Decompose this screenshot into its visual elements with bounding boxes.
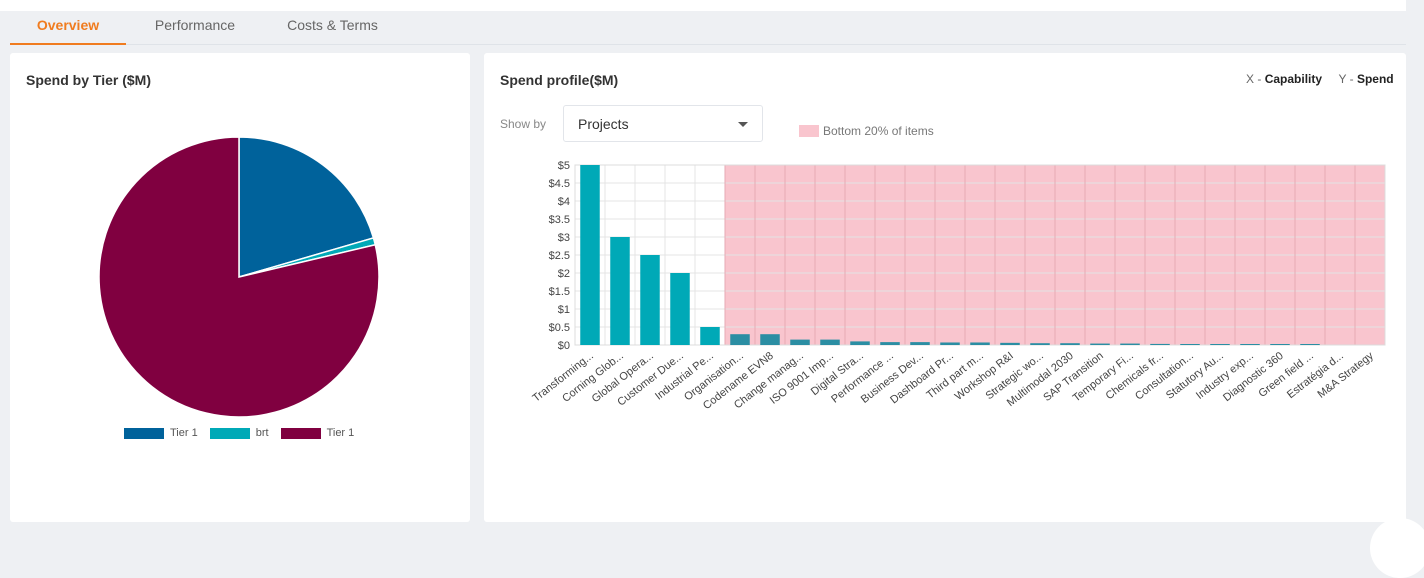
y-tick-label: $0.5 xyxy=(549,322,570,334)
pie-legend: Tier 1 brt Tier 1 xyxy=(124,427,366,439)
bottom-legend-swatch xyxy=(799,125,819,137)
chevron-down-icon xyxy=(738,122,748,127)
axis-hint: X - Capability Y - Spend xyxy=(1246,72,1394,86)
legend-swatch-tier-1 xyxy=(124,427,164,439)
y-tick-label: $4.5 xyxy=(549,178,570,190)
bar-12[interactable] xyxy=(940,342,960,345)
bar-17[interactable] xyxy=(1090,343,1110,345)
y-prefix: Y xyxy=(1338,72,1347,86)
show-by-select[interactable]: Projects xyxy=(563,105,763,142)
bar-20[interactable] xyxy=(1180,344,1200,345)
legend-swatch-tier-1b xyxy=(280,427,321,439)
bar-14[interactable] xyxy=(1000,342,1020,345)
bar-13[interactable] xyxy=(970,342,990,345)
y-tick-label: $3.5 xyxy=(549,214,570,226)
bar-15[interactable] xyxy=(1030,343,1050,345)
bar-16[interactable] xyxy=(1060,343,1080,345)
y-tick-label: $5 xyxy=(558,160,570,172)
tab-bar: Overview Performance Costs & Terms xyxy=(10,12,1406,45)
bar-5[interactable] xyxy=(730,334,750,345)
legend-label-tier-1[interactable]: Tier 1 xyxy=(170,427,198,439)
bar-11[interactable] xyxy=(910,342,930,345)
y-tick-label: $3 xyxy=(558,232,570,244)
spend-by-tier-card: Spend by Tier ($M) Tier 1 brt Tier 1 xyxy=(10,53,470,522)
bar-8[interactable] xyxy=(820,339,840,345)
bar-2[interactable] xyxy=(640,255,660,345)
bar-7[interactable] xyxy=(790,339,810,345)
bar-4[interactable] xyxy=(700,327,720,345)
bar-22[interactable] xyxy=(1240,344,1260,345)
bar-6[interactable] xyxy=(760,334,780,345)
bar-24[interactable] xyxy=(1300,344,1320,345)
floating-button[interactable] xyxy=(1370,518,1424,578)
y-tick-label: $4 xyxy=(558,196,570,208)
x-sep: - xyxy=(1254,72,1265,86)
bar-0[interactable] xyxy=(580,165,600,345)
spend-profile-title: Spend profile($M) xyxy=(500,72,619,88)
pie-slice-0[interactable] xyxy=(238,136,375,278)
bar-1[interactable] xyxy=(610,237,630,345)
legend-swatch-brt xyxy=(209,427,250,439)
bar-23[interactable] xyxy=(1270,344,1290,345)
y-tick-label: $1.5 xyxy=(549,286,570,298)
top-bar xyxy=(0,0,1406,11)
bar-9[interactable] xyxy=(850,341,870,345)
tab-costs-terms[interactable]: Costs & Terms xyxy=(287,17,378,33)
x-axis-hint-label: Capability xyxy=(1264,72,1323,86)
y-axis-hint-label: Spend xyxy=(1356,72,1394,86)
x-prefix: X xyxy=(1246,72,1255,86)
legend-label-tier-1b[interactable]: Tier 1 xyxy=(326,427,355,439)
y-tick-label: $0 xyxy=(558,340,570,352)
y-tick-label: $2.5 xyxy=(549,250,570,262)
bar-10[interactable] xyxy=(880,342,900,345)
tab-performance[interactable]: Performance xyxy=(154,17,236,33)
bar-18[interactable] xyxy=(1120,343,1140,345)
y-tick-label: $1 xyxy=(558,304,570,316)
bar-21[interactable] xyxy=(1210,344,1230,345)
spend-by-tier-title: Spend by Tier ($M) xyxy=(26,72,151,88)
spend-profile-card: Spend profile($M) X - Capability Y - Spe… xyxy=(484,53,1406,522)
bottom-legend-label: Bottom 20% of items xyxy=(823,124,934,138)
legend-label-brt[interactable]: brt xyxy=(255,427,269,439)
bar-19[interactable] xyxy=(1150,343,1170,345)
pie-chart xyxy=(98,136,380,418)
show-by-label: Show by xyxy=(500,117,547,131)
show-by-value: Projects xyxy=(578,116,629,132)
y-tick-label: $2 xyxy=(558,268,570,280)
bar-chart: $0$0.5$1$1.5$2$2.5$3$3.5$4$4.5$5Transfor… xyxy=(530,160,1386,412)
bar-3[interactable] xyxy=(670,273,690,345)
pie-slice-2[interactable] xyxy=(98,136,380,418)
tab-overview[interactable]: Overview xyxy=(10,16,126,45)
y-sep: - xyxy=(1346,72,1357,86)
